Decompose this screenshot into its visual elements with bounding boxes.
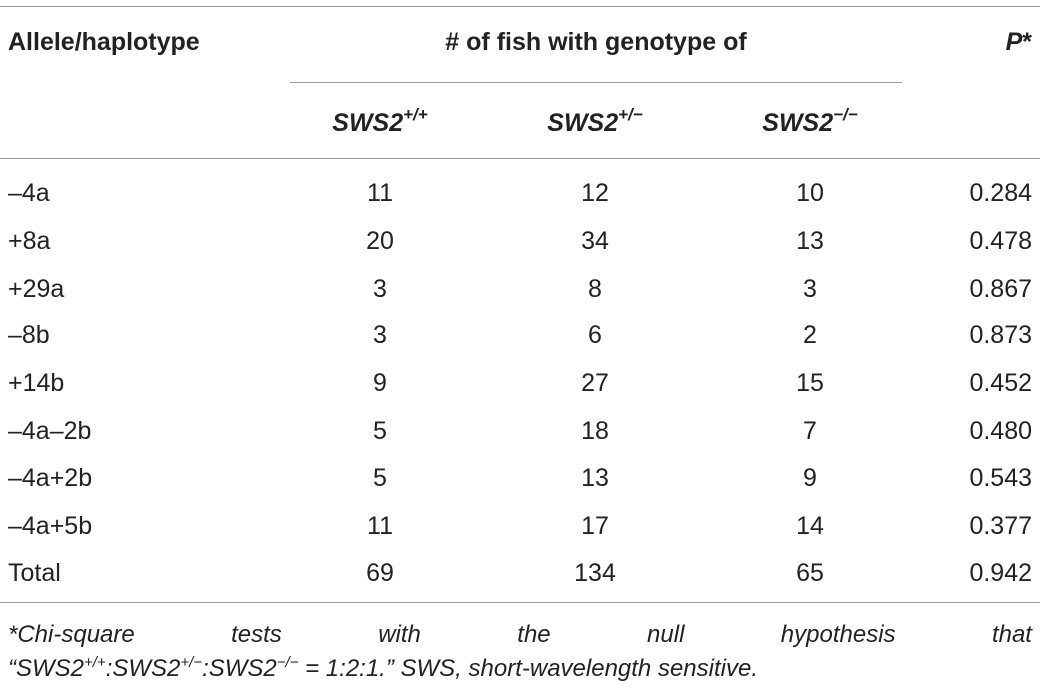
footnote-word: *Chi-square — [8, 621, 135, 648]
cell-hom-mut: 10 — [796, 179, 824, 207]
header-genotype-hom-mut: SWS2−/− — [710, 105, 910, 141]
cell-hom-wt: 5 — [373, 464, 387, 492]
table-bottom-rule — [0, 602, 1040, 603]
header-p-letter: P — [1005, 28, 1023, 56]
cell-hom-wt: 11 — [367, 179, 393, 207]
cell-allele: –4a–2b — [8, 417, 92, 445]
cell-hom-wt: 3 — [373, 275, 387, 303]
cell-allele: –4a+5b — [8, 512, 93, 540]
cell-allele: –4a+2b — [8, 464, 93, 492]
footnote-word: the — [517, 621, 551, 648]
header-p-mark: * — [1022, 28, 1032, 56]
cell-p: 0.284 — [969, 179, 1032, 207]
footnote-word: hypothesis — [780, 621, 896, 648]
genotype-base: SWS2 — [547, 109, 619, 137]
cell-het: 34 — [581, 227, 609, 255]
cell-hom-mut: 7 — [803, 417, 817, 445]
cell-p: 0.543 — [969, 464, 1032, 492]
cell-hom-mut: 9 — [803, 464, 817, 492]
cell-hom-mut: 65 — [796, 559, 824, 587]
cell-hom-wt: 69 — [366, 559, 394, 587]
cell-het: 17 — [581, 512, 609, 540]
genotype-sup: +/− — [618, 105, 643, 124]
cell-hom-mut: 13 — [796, 227, 824, 255]
cell-hom-wt: 11 — [367, 512, 393, 540]
cell-p: 0.452 — [969, 369, 1032, 397]
header-p: P* — [1006, 27, 1032, 57]
footnote-word: null — [647, 621, 685, 648]
cell-hom-mut: 14 — [796, 512, 824, 540]
cell-allele: –4a — [8, 179, 50, 207]
top-rule — [0, 6, 1040, 7]
footnote-genotype-sup: −/− — [276, 654, 299, 671]
header-allele: Allele/haplotype — [8, 28, 200, 56]
footnote-genotype: SWS2 — [16, 655, 85, 682]
cell-het: 134 — [574, 559, 616, 587]
cell-hom-wt: 20 — [366, 227, 394, 255]
cell-het: 18 — [581, 417, 609, 445]
cell-het: 12 — [581, 179, 609, 207]
table-footnote: *Chi-square tests with the null hypothes… — [8, 618, 1032, 689]
genotype-base: SWS2 — [332, 109, 404, 137]
cell-hom-wt: 9 — [373, 369, 387, 397]
subheader-rule — [290, 82, 902, 83]
footnote-line-1: *Chi-square tests with the null hypothes… — [8, 618, 1032, 652]
header-genotype-hom-wt: SWS2+/+ — [280, 105, 480, 141]
cell-p: 0.873 — [969, 321, 1032, 349]
footnote-word: tests — [231, 621, 282, 648]
footnote-tail: = 1:2:1.” SWS, short-wavelength sensitiv… — [298, 655, 758, 682]
genotype-base: SWS2 — [762, 109, 834, 137]
header-genotype-het: SWS2+/− — [495, 105, 695, 141]
cell-het: 8 — [588, 275, 602, 303]
header-bottom-rule — [0, 158, 1040, 159]
cell-het: 13 — [581, 464, 609, 492]
footnote-genotype: :SWS2 — [202, 655, 277, 682]
cell-hom-mut: 2 — [803, 321, 817, 349]
cell-hom-wt: 5 — [373, 417, 387, 445]
cell-hom-mut: 15 — [796, 369, 824, 397]
cell-p: 0.480 — [969, 417, 1032, 445]
cell-p: 0.942 — [969, 559, 1032, 587]
footnote-genotype: :SWS2 — [105, 655, 181, 682]
cell-het: 6 — [588, 321, 602, 349]
footnote-genotype-sup: +/− — [180, 654, 203, 671]
footnote-line-2: “SWS2+/+:SWS2+/−:SWS2−/− = 1:2:1.” SWS, … — [8, 652, 1032, 689]
genotype-sup: −/− — [833, 105, 858, 124]
genotype-sup: +/+ — [403, 105, 428, 124]
footnote-genotype-sup: +/+ — [84, 654, 106, 671]
cell-allele: +8a — [8, 227, 51, 255]
cell-p: 0.478 — [969, 227, 1032, 255]
cell-allele: –8b — [8, 321, 50, 349]
footnote-word: that — [991, 621, 1032, 648]
header-genotype-group: # of fish with genotype of — [445, 28, 747, 56]
cell-allele: +29a — [8, 275, 65, 303]
footnote-word: with — [378, 621, 421, 648]
footnote-quote: “ — [8, 655, 16, 682]
cell-hom-mut: 3 — [803, 275, 817, 303]
cell-allele: Total — [8, 559, 61, 587]
cell-het: 27 — [581, 369, 609, 397]
cell-hom-wt: 3 — [373, 321, 387, 349]
cell-p: 0.377 — [969, 512, 1032, 540]
cell-allele: +14b — [8, 369, 65, 397]
cell-p: 0.867 — [969, 275, 1032, 303]
